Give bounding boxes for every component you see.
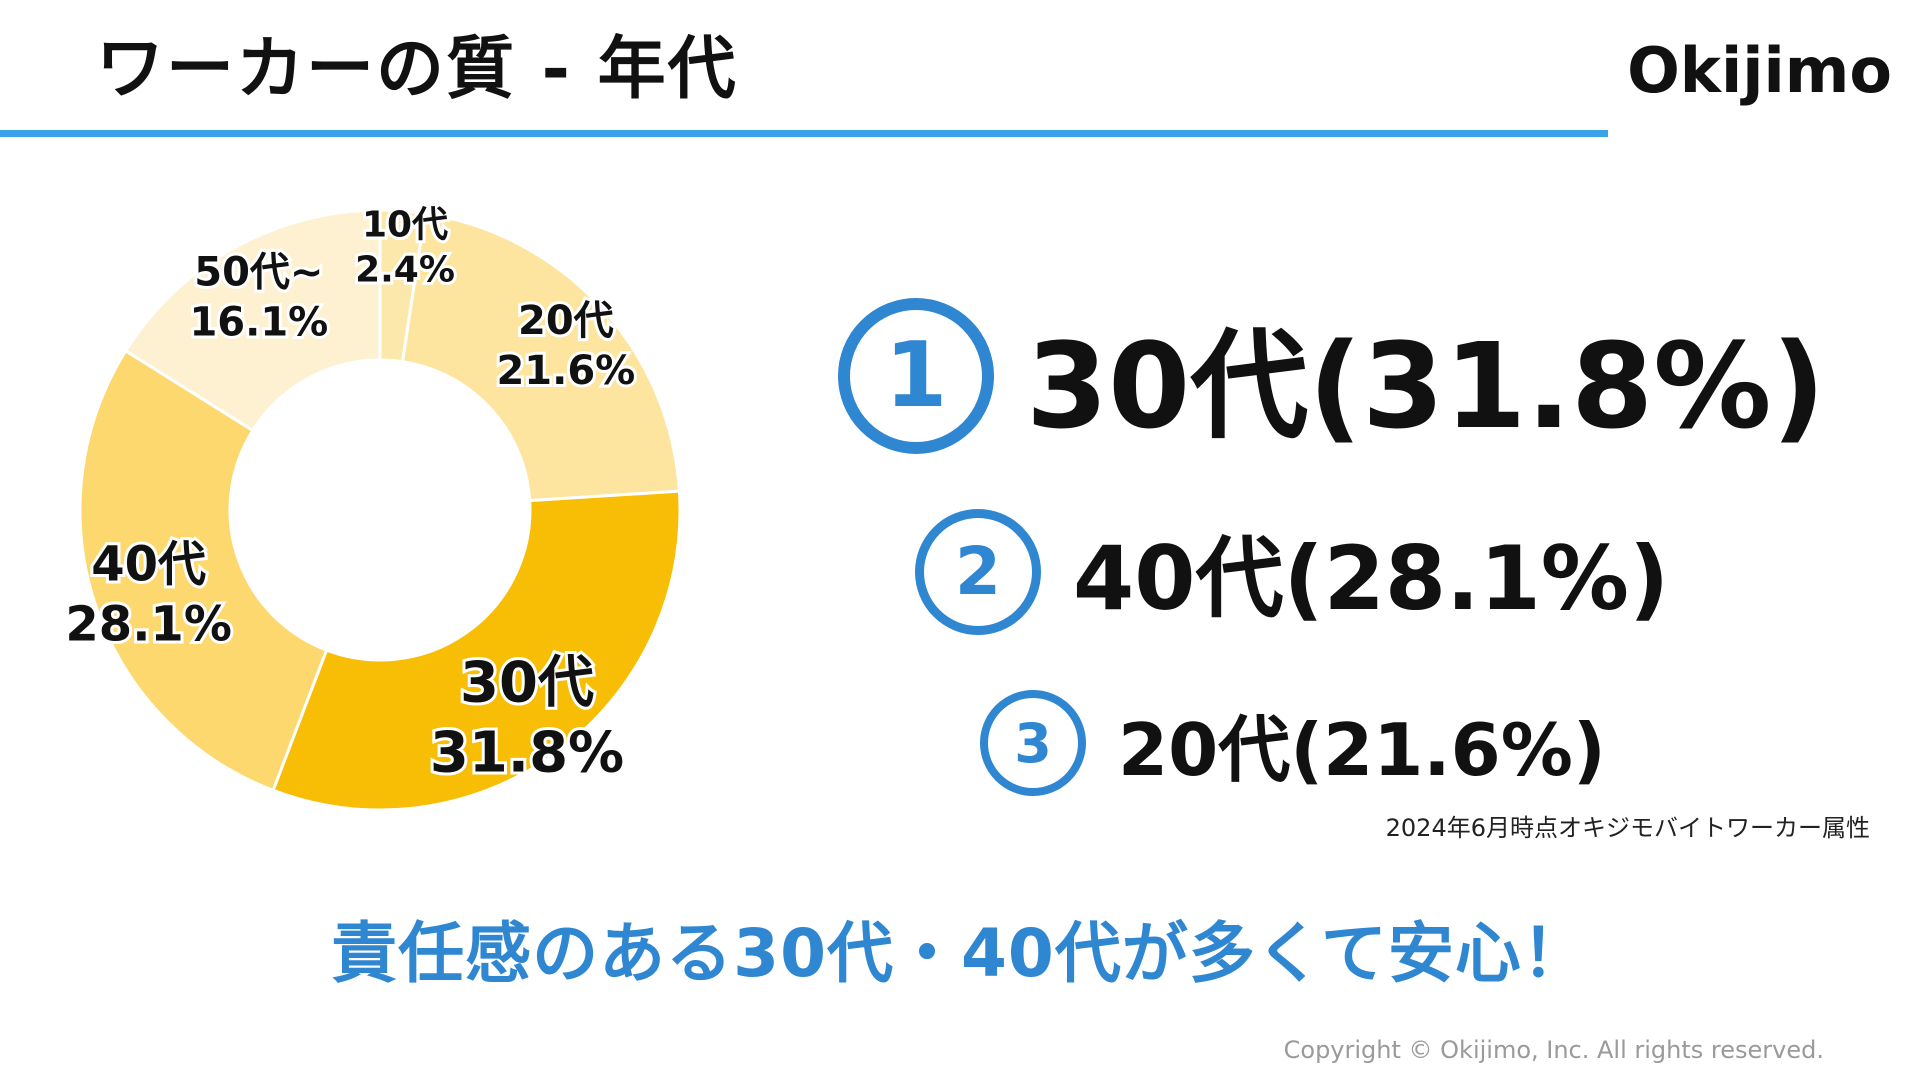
donut-slice-5 bbox=[123, 208, 382, 433]
brand-logo: Okijimo bbox=[1627, 34, 1892, 107]
donut-slice-2 bbox=[400, 211, 682, 503]
ranking-item-2: 2 40代(28.1%) bbox=[915, 508, 1669, 635]
rank-2-text: 40代(28.1%) bbox=[1073, 527, 1670, 630]
age-donut-chart: 10代 2.4% 20代 21.6% 30代 31.8% 40代 28.1% 50代~ 16.1% bbox=[62, 202, 682, 812]
copyright-text: Copyright © Okijimo, Inc. All rights res… bbox=[1283, 1036, 1824, 1064]
slice-label-2: 20代 21.6% bbox=[496, 298, 635, 394]
rank-2-badge: 2 bbox=[915, 508, 1041, 635]
donut-slice-3 bbox=[271, 489, 682, 812]
data-source-note: 2024年6月時点オキジモバイトワーカー属性 bbox=[1385, 814, 1870, 842]
ranking-item-3: 3 20代(21.6%) bbox=[980, 690, 1606, 796]
donut-slice-4 bbox=[78, 348, 329, 793]
slice-label-1: 10代 2.4% bbox=[355, 205, 455, 291]
header-divider bbox=[0, 130, 1608, 137]
headline-message: 責任感のある30代・40代が多くて安心！ bbox=[331, 915, 1589, 992]
ranking-item-1: 1 30代(31.8%) bbox=[838, 290, 1825, 461]
rank-3-badge: 3 bbox=[980, 690, 1086, 796]
page-title: ワーカーの質 - 年代 bbox=[96, 30, 738, 109]
slice-label-5: 50代~ 16.1% bbox=[189, 249, 328, 345]
rank-1-badge: 1 bbox=[838, 297, 994, 454]
slice-label-4: 40代 28.1% bbox=[65, 536, 232, 652]
rank-1-text: 30代(31.8%) bbox=[1026, 317, 1826, 455]
rank-3-text: 20代(21.6%) bbox=[1118, 707, 1606, 792]
slice-label-3: 30代 31.8% bbox=[430, 650, 624, 785]
